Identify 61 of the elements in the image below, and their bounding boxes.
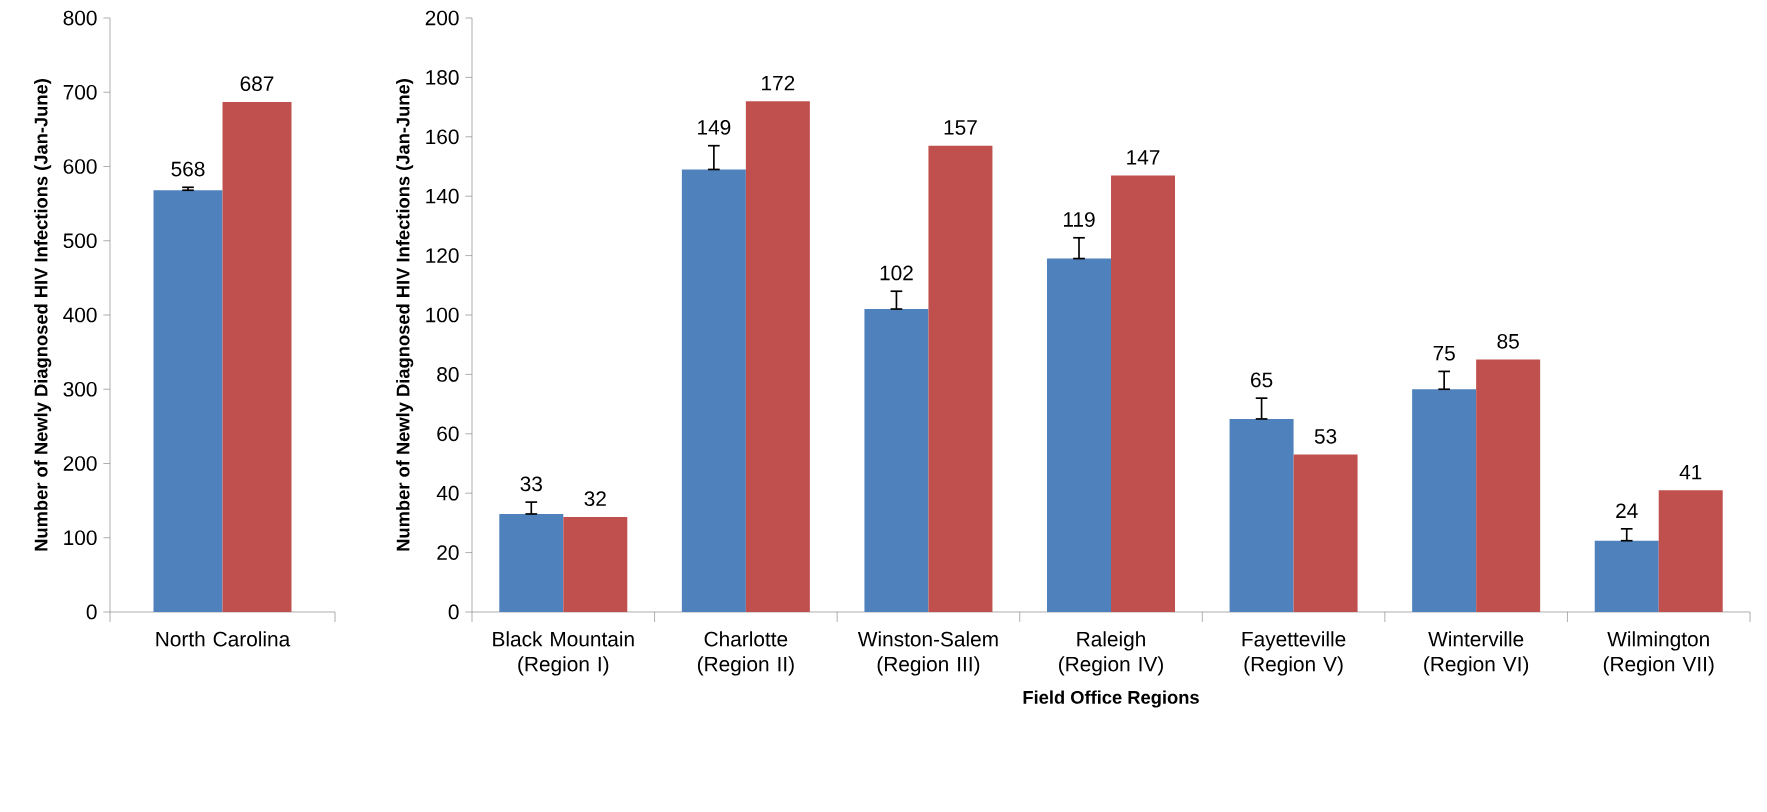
- data-label: 75: [1433, 346, 1455, 361]
- y-tick-label: 180: [426, 70, 459, 85]
- bar: [1476, 359, 1541, 612]
- data-label: 65: [1251, 372, 1273, 388]
- data-label: 41: [1679, 465, 1702, 480]
- data-label: 33: [520, 476, 542, 492]
- data-label: 24: [1616, 503, 1638, 518]
- x-tick-label: Fayetteville (Region V): [1242, 631, 1346, 676]
- y-tick-label: 800: [63, 10, 97, 26]
- bar: [1229, 418, 1294, 612]
- x-tick-label: Black Mountain (Region I): [493, 631, 634, 676]
- y-tick-label: 0: [448, 604, 459, 620]
- data-label: 172: [762, 75, 795, 91]
- y-tick-label: 200: [425, 10, 459, 26]
- x-tick-label: Winston-Salem (Region III): [857, 631, 998, 676]
- bar: [1658, 490, 1723, 612]
- x-tick-label: Charlotte (Region II): [697, 631, 794, 676]
- y-tick-label: 100: [426, 307, 459, 323]
- data-label: 147: [1127, 150, 1160, 165]
- bar: [1412, 389, 1477, 612]
- y-tick-label: 700: [63, 84, 97, 100]
- bar: [563, 516, 628, 612]
- x-axis-title: Field Office Regions: [1023, 690, 1199, 708]
- data-label: 157: [944, 120, 977, 135]
- x-tick-label: Raleigh (Region IV): [1059, 631, 1163, 676]
- data-label: 102: [880, 265, 913, 281]
- bar: [499, 513, 564, 612]
- x-tick-label: Winterville (Region VI): [1424, 631, 1529, 676]
- bar: [1047, 258, 1112, 612]
- y-tick-label: 200: [63, 456, 97, 471]
- data-label: 568: [171, 161, 205, 177]
- y-tick-label: 160: [426, 129, 459, 145]
- y-axis-title: Number of Newly Diagnosed HIV Infections (Jan-June): [396, 79, 414, 551]
- data-label: 85: [1497, 333, 1519, 349]
- bar: [864, 309, 929, 612]
- data-label: 32: [584, 491, 606, 507]
- data-label: 53: [1314, 428, 1337, 444]
- bar: [745, 101, 810, 612]
- y-tick-label: 60: [437, 426, 459, 442]
- x-tick-label: North Carolina: [156, 631, 291, 647]
- y-tick-label: 400: [63, 307, 97, 323]
- x-tick-label: Wilmington (Region VII): [1603, 631, 1714, 676]
- y-tick-label: 0: [86, 604, 97, 620]
- y-tick-label: 100: [64, 530, 97, 546]
- bar: [1594, 540, 1659, 612]
- y-tick-label: 140: [426, 188, 459, 204]
- bar: [928, 145, 993, 612]
- y-tick-label: 80: [437, 367, 459, 382]
- y-tick-label: 500: [63, 233, 97, 249]
- y-tick-label: 300: [63, 381, 97, 397]
- data-label: 119: [1064, 212, 1095, 227]
- bar: [1293, 454, 1358, 612]
- y-tick-label: 40: [436, 485, 459, 501]
- y-tick-label: 20: [437, 545, 459, 560]
- y-tick-label: 120: [426, 248, 459, 263]
- bar: [681, 169, 746, 612]
- data-label: 149: [698, 120, 731, 135]
- y-tick-label: 600: [63, 159, 97, 174]
- bar: [1111, 175, 1176, 612]
- y-axis-title: Number of Newly Diagnosed HIV Infections (Jan-June): [34, 79, 52, 551]
- data-label: 687: [240, 76, 274, 92]
